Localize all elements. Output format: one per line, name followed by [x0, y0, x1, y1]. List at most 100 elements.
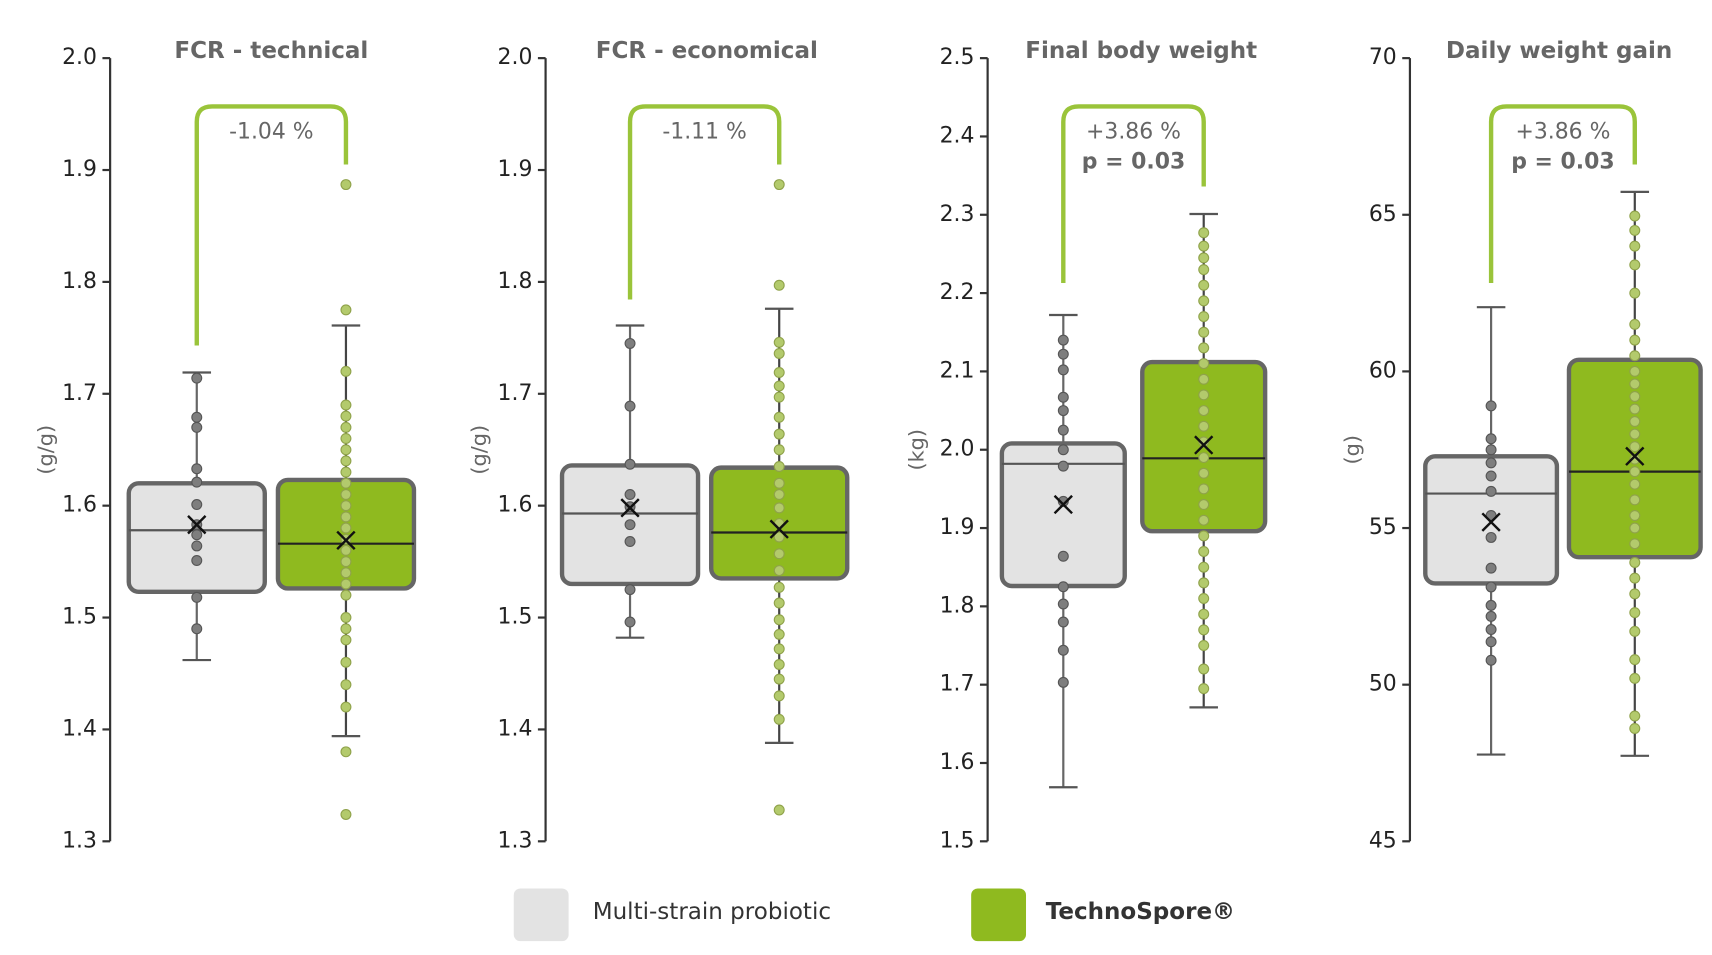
data-point	[1198, 561, 1210, 573]
data-point	[1629, 318, 1641, 330]
data-point	[1057, 598, 1069, 610]
mean-marker	[620, 498, 640, 518]
data-point	[340, 612, 352, 624]
y-tick-label: 70	[1369, 45, 1397, 70]
data-point	[340, 578, 352, 590]
data-point	[773, 628, 785, 640]
data-point	[340, 304, 352, 316]
legend-label: TechnoSpore®	[1046, 899, 1235, 925]
data-point	[1629, 334, 1641, 346]
data-point	[1057, 444, 1069, 456]
data-point	[1198, 264, 1210, 276]
data-point	[1629, 428, 1641, 440]
data-point	[773, 279, 785, 291]
data-point	[1629, 522, 1641, 534]
y-axis-label: (g)	[1340, 435, 1364, 464]
data-point	[1198, 577, 1210, 589]
data-point	[340, 455, 352, 467]
data-point	[191, 476, 203, 488]
data-point	[773, 614, 785, 626]
data-point	[773, 548, 785, 560]
y-tick-label: 2.0	[62, 45, 97, 70]
y-tick-label: 50	[1369, 672, 1397, 697]
data-point	[1198, 405, 1210, 417]
data-point	[1485, 457, 1497, 469]
y-tick-label: 1.6	[940, 750, 975, 775]
data-point	[340, 500, 352, 512]
data-point	[1057, 644, 1069, 656]
y-tick-label: 2.1	[940, 358, 975, 383]
data-point	[624, 488, 636, 500]
data-point	[1198, 483, 1210, 495]
data-point	[191, 623, 203, 635]
annotation: -1.04 %	[229, 120, 314, 145]
y-tick-label: 1.7	[940, 672, 975, 697]
data-point	[1485, 624, 1497, 636]
y-tick-label: 60	[1369, 358, 1397, 383]
data-point	[191, 372, 203, 384]
data-point	[773, 391, 785, 403]
chart-title: FCR - technical	[174, 38, 368, 64]
data-point	[1629, 557, 1641, 568]
data-point	[340, 656, 352, 668]
y-tick-label: 2.0	[498, 45, 533, 70]
data-point	[773, 411, 785, 423]
data-point	[340, 634, 352, 646]
data-point	[1629, 210, 1641, 222]
data-point	[624, 616, 636, 628]
y-tick-label: 1.5	[62, 605, 97, 630]
y-tick-label: 1.9	[498, 157, 533, 182]
data-point	[1198, 373, 1210, 385]
data-point	[1057, 676, 1069, 688]
y-tick-label: 2.2	[940, 280, 975, 305]
data-point	[1629, 478, 1641, 490]
data-point	[1485, 433, 1497, 445]
annotation: p = 0.03	[1082, 149, 1185, 174]
y-tick-label: 1.9	[940, 515, 975, 540]
data-point	[1629, 654, 1641, 666]
mean-marker	[1481, 512, 1501, 532]
data-point	[340, 433, 352, 445]
y-tick-label: 2.4	[940, 123, 975, 148]
data-point	[1198, 546, 1210, 558]
data-point	[191, 499, 203, 511]
data-point	[1198, 358, 1210, 370]
y-tick-label: 45	[1369, 828, 1397, 853]
data-point	[1629, 538, 1641, 550]
chart-title: FCR - economical	[596, 38, 818, 64]
y-tick-label: 1.3	[498, 828, 533, 853]
data-point	[191, 411, 203, 423]
data-point	[773, 336, 785, 348]
data-point	[773, 581, 785, 593]
legend-label: Multi-strain probiotic	[593, 899, 831, 925]
data-point	[1629, 607, 1641, 619]
data-point	[1629, 365, 1641, 377]
y-axis-label: (g/g)	[467, 425, 491, 475]
data-point	[624, 584, 636, 596]
bracket	[627, 104, 782, 300]
y-tick-label: 1.9	[62, 157, 97, 182]
chart-title: Final body weight	[1025, 38, 1257, 64]
data-point	[773, 673, 785, 685]
data-point	[1629, 416, 1641, 428]
data-point	[773, 565, 785, 577]
y-tick-label: 1.3	[62, 828, 97, 853]
data-point	[1629, 625, 1641, 637]
y-tick-label: 1.4	[498, 716, 533, 741]
y-tick-label: 1.6	[62, 493, 97, 518]
data-point	[773, 597, 785, 609]
data-point	[773, 502, 785, 514]
data-point	[340, 477, 352, 489]
data-point	[1198, 683, 1210, 695]
legend-swatch	[513, 888, 569, 942]
data-point	[773, 461, 785, 472]
y-tick-label: 2.5	[940, 45, 975, 70]
data-point	[340, 421, 352, 433]
data-point	[340, 589, 352, 601]
data-point	[1057, 550, 1069, 562]
data-point	[340, 488, 352, 500]
data-point	[773, 713, 785, 725]
mean-marker	[1625, 446, 1645, 466]
y-tick-label: 1.4	[62, 716, 97, 741]
bracket	[1488, 104, 1637, 283]
